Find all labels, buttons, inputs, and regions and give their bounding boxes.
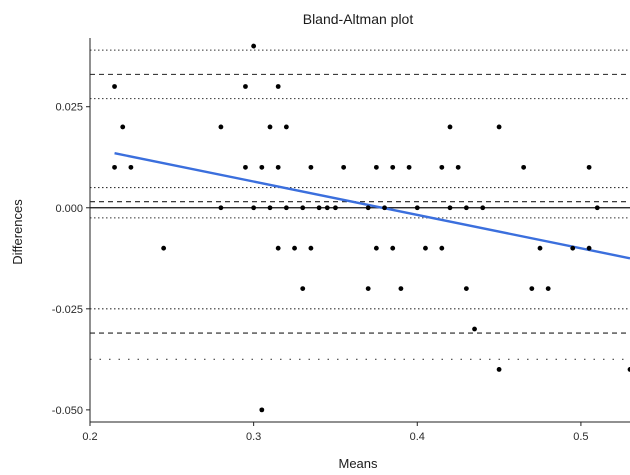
x-tick-label: 0.5 [573, 431, 588, 443]
x-axis-ticks: 0.2 0.3 0.4 0.5 [82, 422, 589, 443]
reference-lines [90, 49, 630, 360]
y-axis-ticks: 0.025 0.000 -0.025 -0.050 [52, 102, 90, 417]
data-point [521, 164, 527, 170]
data-point [480, 205, 486, 211]
regression-line [114, 152, 630, 260]
data-point [112, 164, 117, 170]
x-tick-label: 0.2 [82, 431, 97, 443]
y-axis-label: Differences [10, 199, 25, 265]
data-point [218, 205, 224, 211]
data-point [373, 245, 379, 251]
data-point [496, 124, 502, 130]
data-point [243, 164, 248, 170]
data-point [423, 245, 428, 251]
data-point [275, 245, 281, 251]
data-point [545, 286, 551, 292]
data-point [341, 164, 347, 170]
data-point [308, 245, 314, 251]
y-tick-label: -0.025 [52, 304, 83, 316]
data-point [300, 286, 306, 292]
data-point [398, 286, 404, 292]
data-point [455, 164, 461, 170]
data-point [586, 245, 592, 251]
data-point [365, 205, 371, 211]
data-point [570, 245, 576, 251]
data-point [447, 205, 453, 211]
data-point [267, 205, 273, 211]
data-point [414, 205, 420, 211]
data-point [586, 164, 592, 170]
x-axis-label: Means [338, 456, 378, 471]
x-tick-label: 0.3 [246, 431, 261, 443]
data-point [128, 164, 134, 170]
data-point [463, 205, 469, 211]
data-point [300, 205, 306, 211]
data-point [283, 124, 289, 130]
data-point [112, 84, 117, 89]
data-point [594, 205, 600, 211]
data-point [373, 164, 379, 170]
data-point [365, 286, 371, 292]
axes [89, 38, 630, 423]
data-point [275, 84, 281, 89]
data-point [406, 164, 412, 170]
data-point [324, 205, 330, 211]
data-point [259, 164, 265, 170]
data-point [308, 164, 314, 170]
data-point [390, 164, 396, 170]
data-point [275, 164, 281, 170]
data-point [218, 124, 224, 130]
data-point [472, 326, 477, 332]
data-point [251, 205, 257, 211]
data-point [316, 205, 322, 211]
data-point [627, 367, 630, 372]
data-point [120, 124, 126, 130]
chart-title: Bland-Altman plot [303, 11, 414, 27]
data-points [112, 43, 630, 413]
data-point [259, 407, 265, 413]
data-point [496, 367, 502, 372]
data-point [439, 164, 445, 170]
data-point [382, 205, 387, 211]
regression-line-group [114, 152, 630, 260]
data-point [251, 43, 257, 49]
x-tick-label: 0.4 [410, 431, 425, 443]
data-point [333, 205, 338, 211]
y-tick-label: -0.050 [52, 405, 83, 417]
data-point [161, 245, 167, 251]
y-tick-label: 0.000 [55, 203, 83, 215]
y-tick-label: 0.025 [55, 102, 83, 114]
data-point [390, 245, 396, 251]
data-point [447, 124, 453, 130]
data-point [463, 286, 469, 292]
data-point [529, 286, 535, 292]
data-point [537, 245, 543, 251]
data-point [243, 84, 248, 89]
data-point [439, 245, 445, 251]
data-point [283, 205, 289, 211]
data-point [267, 124, 273, 130]
data-point [292, 245, 297, 251]
